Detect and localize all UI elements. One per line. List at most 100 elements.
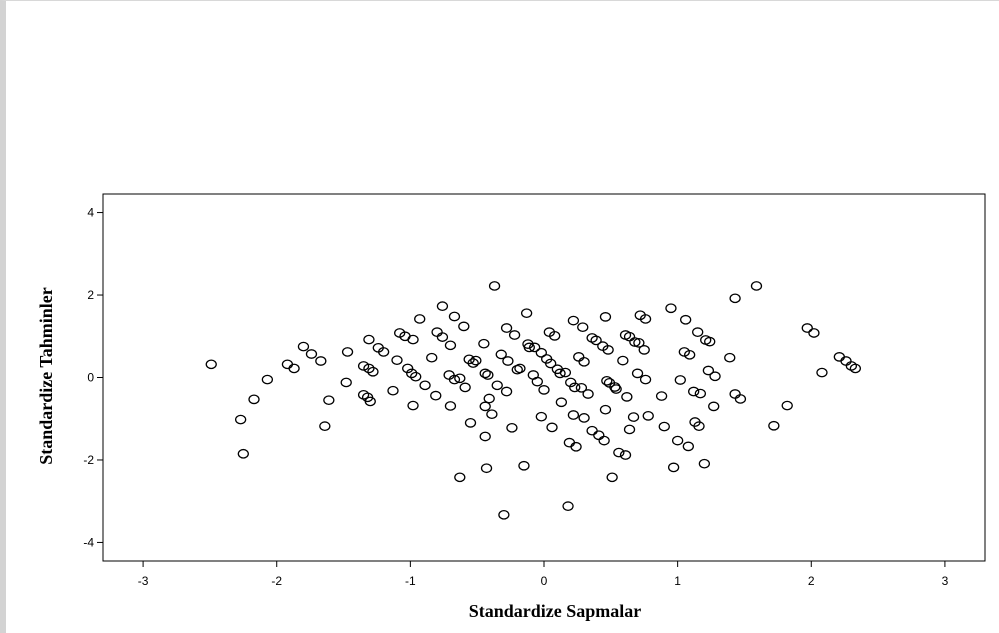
x-tick-label: -1 bbox=[405, 574, 416, 588]
data-point bbox=[570, 441, 582, 452]
data-point bbox=[205, 359, 217, 370]
data-point bbox=[535, 411, 547, 422]
data-point bbox=[658, 421, 670, 432]
data-point bbox=[448, 374, 461, 385]
data-point bbox=[750, 281, 763, 291]
data-point bbox=[514, 363, 526, 374]
data-point bbox=[531, 376, 543, 387]
data-point bbox=[357, 361, 370, 371]
data-point bbox=[694, 388, 707, 399]
data-point bbox=[495, 349, 507, 360]
data-point bbox=[729, 293, 741, 304]
data-point bbox=[454, 373, 466, 384]
data-point bbox=[781, 400, 793, 411]
data-point bbox=[567, 315, 580, 326]
data-point bbox=[414, 314, 426, 324]
data-point bbox=[340, 377, 352, 388]
data-point bbox=[693, 421, 705, 432]
y-tick-label: -4 bbox=[83, 535, 94, 549]
data-point bbox=[671, 435, 684, 446]
data-point bbox=[639, 314, 652, 324]
data-point bbox=[288, 363, 300, 374]
data-point bbox=[508, 330, 521, 340]
data-point bbox=[567, 410, 580, 420]
data-point bbox=[617, 355, 629, 366]
data-point bbox=[599, 312, 612, 322]
data-point bbox=[698, 458, 711, 469]
data-point bbox=[436, 301, 449, 312]
data-point bbox=[363, 363, 375, 374]
data-point bbox=[734, 394, 747, 404]
data-point bbox=[674, 375, 686, 385]
data-point bbox=[546, 422, 558, 433]
x-axis-title: Standardize Sapmalar bbox=[469, 601, 642, 621]
data-point bbox=[407, 400, 419, 411]
data-point bbox=[500, 386, 513, 397]
data-point bbox=[535, 347, 547, 358]
data-point bbox=[419, 380, 431, 391]
data-point bbox=[444, 340, 457, 351]
data-point bbox=[582, 389, 594, 399]
data-point bbox=[633, 338, 645, 348]
data-point bbox=[478, 338, 490, 349]
data-point bbox=[448, 311, 461, 322]
data-point bbox=[559, 367, 572, 378]
data-point bbox=[642, 410, 654, 421]
data-point bbox=[623, 424, 636, 435]
y-axis-title: Standardize Tahminler bbox=[36, 287, 56, 465]
data-point bbox=[849, 363, 862, 374]
data-point bbox=[436, 332, 449, 342]
data-point bbox=[684, 349, 696, 360]
data-point bbox=[377, 347, 390, 357]
data-point bbox=[555, 397, 568, 408]
data-point bbox=[402, 363, 414, 374]
data-point bbox=[665, 303, 677, 314]
data-point bbox=[590, 335, 602, 346]
data-point bbox=[692, 327, 704, 337]
data-point bbox=[598, 435, 610, 446]
data-point bbox=[470, 355, 482, 366]
data-point bbox=[688, 386, 700, 397]
data-point bbox=[704, 336, 716, 347]
data-point bbox=[619, 450, 632, 460]
data-point bbox=[444, 401, 457, 411]
data-point bbox=[426, 352, 438, 363]
data-point bbox=[363, 334, 375, 345]
data-point bbox=[511, 364, 523, 375]
x-tick-label: 3 bbox=[942, 574, 949, 588]
data-point bbox=[498, 509, 510, 520]
data-point bbox=[464, 418, 477, 428]
y-tick-label: 0 bbox=[87, 371, 94, 385]
data-point bbox=[480, 463, 493, 474]
data-point bbox=[801, 323, 813, 333]
data-point bbox=[577, 322, 589, 333]
data-point bbox=[479, 431, 491, 442]
data-points bbox=[205, 281, 862, 520]
data-point bbox=[768, 420, 780, 431]
data-point bbox=[565, 377, 577, 388]
data-point bbox=[549, 331, 561, 341]
data-point bbox=[488, 281, 501, 291]
data-point bbox=[454, 472, 466, 483]
x-tick-label: 1 bbox=[674, 574, 681, 588]
data-point bbox=[610, 384, 622, 394]
data-point bbox=[500, 323, 513, 333]
data-point bbox=[430, 390, 442, 401]
data-point bbox=[315, 356, 327, 366]
data-point bbox=[261, 374, 274, 385]
data-point bbox=[479, 368, 491, 379]
x-tick-label: -2 bbox=[271, 574, 282, 588]
data-point bbox=[391, 355, 403, 366]
x-tick-label: -3 bbox=[138, 574, 149, 588]
data-point bbox=[538, 385, 550, 395]
data-point bbox=[709, 371, 721, 382]
data-point bbox=[459, 382, 471, 393]
axis-ticks: -3 -2 -1 0 1 2 3 -4 -2 0 2 4 bbox=[83, 206, 948, 588]
data-point bbox=[575, 382, 588, 393]
data-point bbox=[467, 358, 479, 368]
data-point bbox=[237, 448, 249, 459]
data-point bbox=[562, 501, 574, 512]
data-point bbox=[520, 308, 533, 319]
